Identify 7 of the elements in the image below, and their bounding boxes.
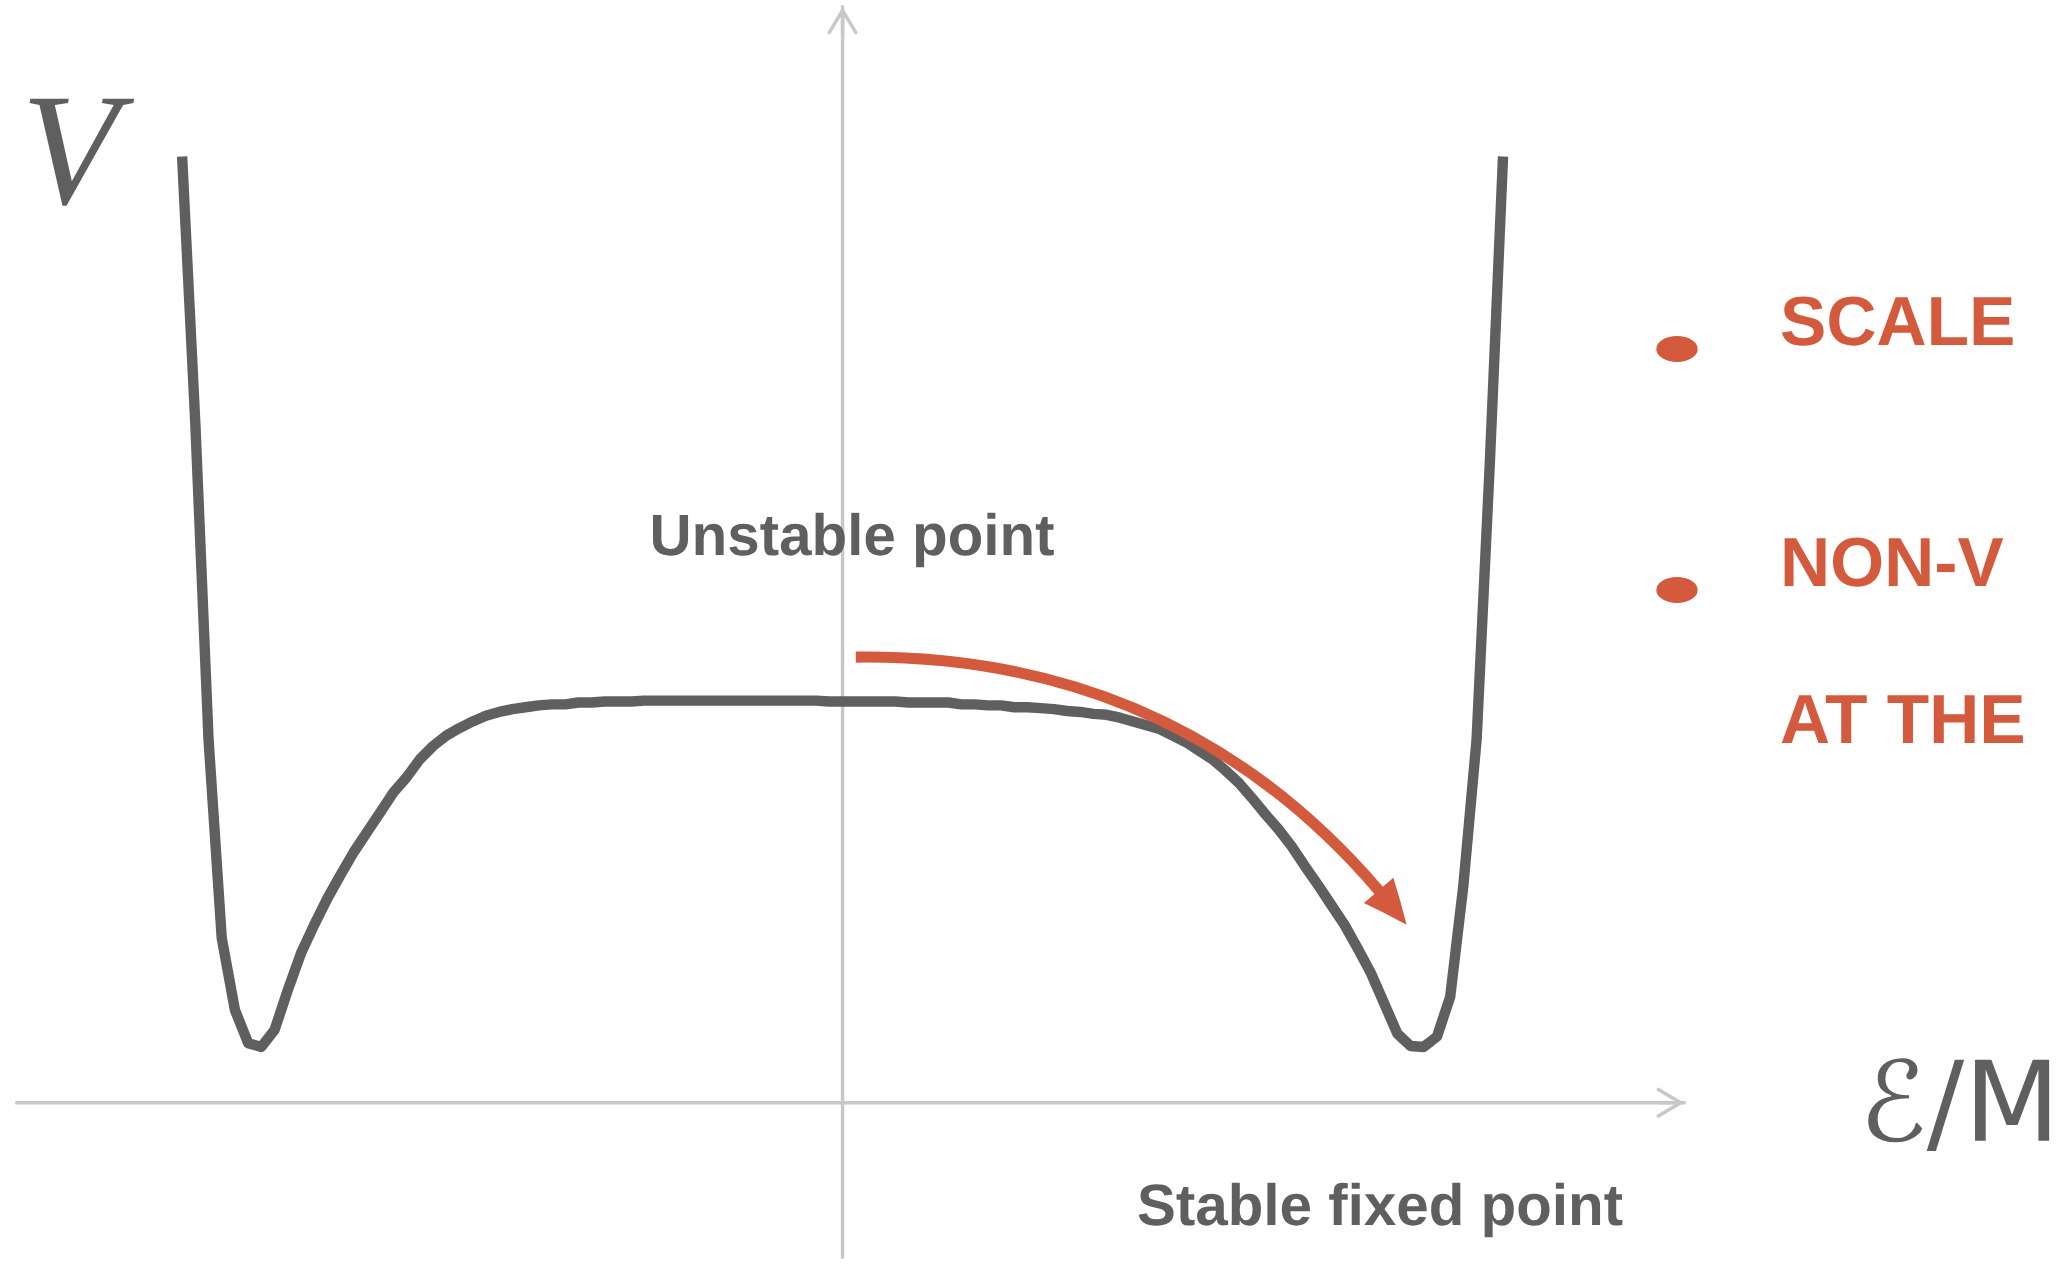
text: Stable fixed point <box>1138 1182 1623 1238</box>
y-axis-title: V <box>29 98 135 206</box>
text: AT THE <box>1781 695 2023 743</box>
text: NON-V <box>1784 537 2004 587</box>
annotation: Unstable point <box>652 512 1054 568</box>
x-axis-title: ℰ/M <box>1868 1058 2050 1151</box>
text: SCALE <box>1782 296 2013 346</box>
